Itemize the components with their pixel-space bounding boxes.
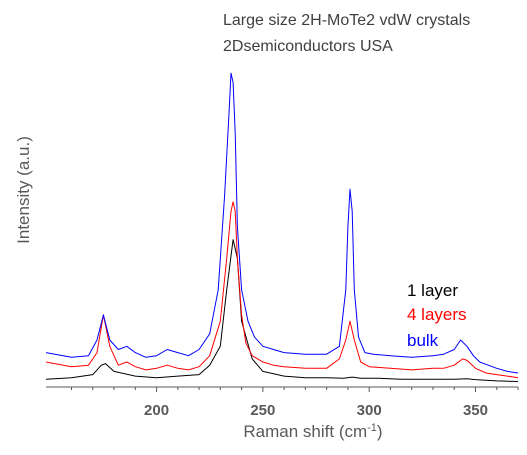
series-lines [45,72,519,382]
x-tick-label: 250 [250,402,275,419]
x-tick-label: 350 [463,402,488,419]
legend-entry-1-layer: 1 layer [407,281,458,300]
x-tick-label: 200 [144,402,169,419]
x-axis-label-superscript: -1 [367,422,377,434]
x-tick-label: 300 [357,402,382,419]
x-axis-label-main: Raman shift (cm [243,422,367,441]
series-line-1-layer [45,239,519,382]
x-axis-label-tail: ) [377,422,383,441]
x-ticks [71,387,519,392]
x-axis-label: Raman shift (cm-1) [243,422,382,441]
legend-entry-bulk: bulk [407,331,439,350]
series-line-4-layers [45,201,519,379]
series-line-bulk [45,72,519,374]
y-axis-label: Intensity (a.u.) [14,136,33,244]
x-tick-labels: 200 250 300 350 [144,402,488,419]
chart-title-line-2: 2Dsemiconductors USA [223,38,393,55]
chart-title-line-1: Large size 2H-MoTe2 vdW crystals [223,12,470,29]
legend-entry-4-layers: 4 layers [407,305,467,324]
